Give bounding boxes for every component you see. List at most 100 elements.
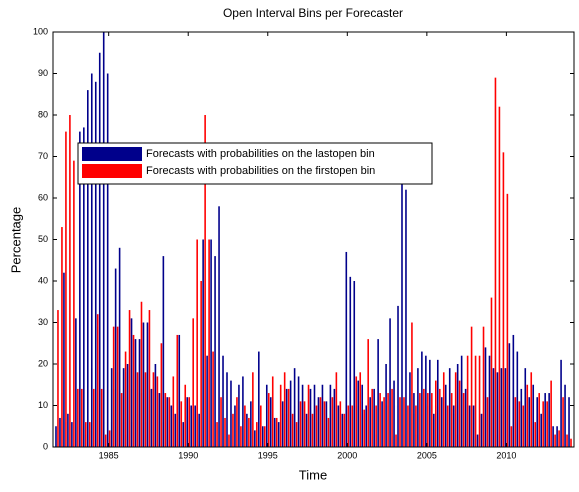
bar — [536, 397, 539, 447]
bar — [552, 426, 554, 447]
bar — [472, 405, 475, 447]
bar — [281, 401, 284, 447]
bar — [476, 434, 479, 447]
bar — [244, 405, 246, 447]
bar — [88, 422, 91, 447]
bar — [55, 426, 57, 447]
bar — [69, 115, 71, 447]
bar — [218, 206, 220, 447]
bar — [431, 393, 433, 447]
bar — [405, 189, 407, 447]
bar — [570, 438, 572, 447]
bar — [63, 272, 65, 447]
bar — [514, 397, 517, 447]
bar — [401, 181, 403, 447]
bar — [309, 388, 312, 447]
bar — [343, 413, 346, 447]
bar — [452, 405, 455, 447]
bar — [427, 393, 429, 447]
x-tick-label: 2005 — [417, 450, 437, 460]
bar — [433, 413, 435, 447]
bar — [299, 401, 302, 447]
bar — [355, 376, 358, 447]
bar — [307, 384, 310, 447]
bar — [397, 305, 399, 447]
bar — [526, 384, 529, 447]
bar — [98, 52, 101, 447]
bar — [132, 334, 135, 447]
bar — [283, 372, 286, 447]
y-tick-label: 60 — [38, 192, 48, 202]
bar — [542, 401, 544, 447]
bar — [442, 372, 445, 447]
bar — [192, 318, 194, 447]
bar — [462, 393, 465, 447]
bar — [438, 388, 441, 447]
bar — [238, 384, 240, 447]
bar — [303, 401, 306, 447]
bar — [325, 401, 328, 447]
bar — [252, 372, 254, 447]
bar — [142, 322, 145, 447]
bar — [106, 73, 109, 447]
bar — [454, 372, 457, 447]
bar — [395, 434, 397, 447]
bar — [532, 384, 535, 447]
x-tick-label: 2010 — [496, 450, 516, 460]
bar — [522, 405, 525, 447]
bar — [124, 351, 127, 447]
bar — [369, 397, 371, 447]
bar — [409, 372, 411, 447]
bar — [339, 401, 342, 447]
bar — [75, 318, 77, 447]
bar — [71, 422, 73, 447]
bar — [210, 239, 212, 447]
y-tick-label: 40 — [38, 275, 48, 285]
legend-swatch — [82, 164, 142, 178]
bar — [194, 405, 196, 447]
bar — [236, 397, 238, 447]
bar — [321, 384, 324, 447]
bar — [301, 384, 304, 447]
bar — [399, 397, 401, 447]
bar — [190, 405, 192, 447]
bar — [512, 334, 515, 447]
bar — [305, 413, 308, 447]
bar — [331, 397, 334, 447]
bar — [556, 426, 558, 447]
bar — [154, 364, 157, 447]
bar — [279, 384, 282, 447]
bar — [518, 401, 521, 447]
bar — [466, 355, 469, 447]
bar — [116, 326, 119, 447]
bar — [180, 401, 183, 447]
bar — [482, 326, 485, 447]
bar — [79, 131, 81, 447]
bar — [419, 393, 421, 447]
bar — [363, 409, 366, 447]
bar — [59, 417, 61, 447]
bar — [456, 364, 459, 447]
bar — [160, 343, 163, 447]
bar — [345, 251, 348, 447]
bar — [506, 193, 509, 447]
y-tick-label: 10 — [38, 400, 48, 410]
bar — [261, 426, 264, 447]
bar — [77, 388, 79, 447]
bar — [323, 401, 326, 447]
bar — [263, 426, 266, 447]
bar — [114, 268, 117, 447]
x-tick-label: 1990 — [178, 450, 198, 460]
bar — [65, 131, 67, 447]
bar — [337, 405, 340, 447]
bar — [112, 326, 115, 447]
bar — [136, 372, 139, 447]
legend-label: Forecasts with probabilities on the last… — [146, 148, 375, 160]
bar — [444, 384, 447, 447]
bar — [425, 355, 427, 447]
bar — [96, 314, 99, 447]
bar — [391, 388, 393, 447]
bar — [504, 368, 507, 447]
bar — [446, 405, 449, 447]
